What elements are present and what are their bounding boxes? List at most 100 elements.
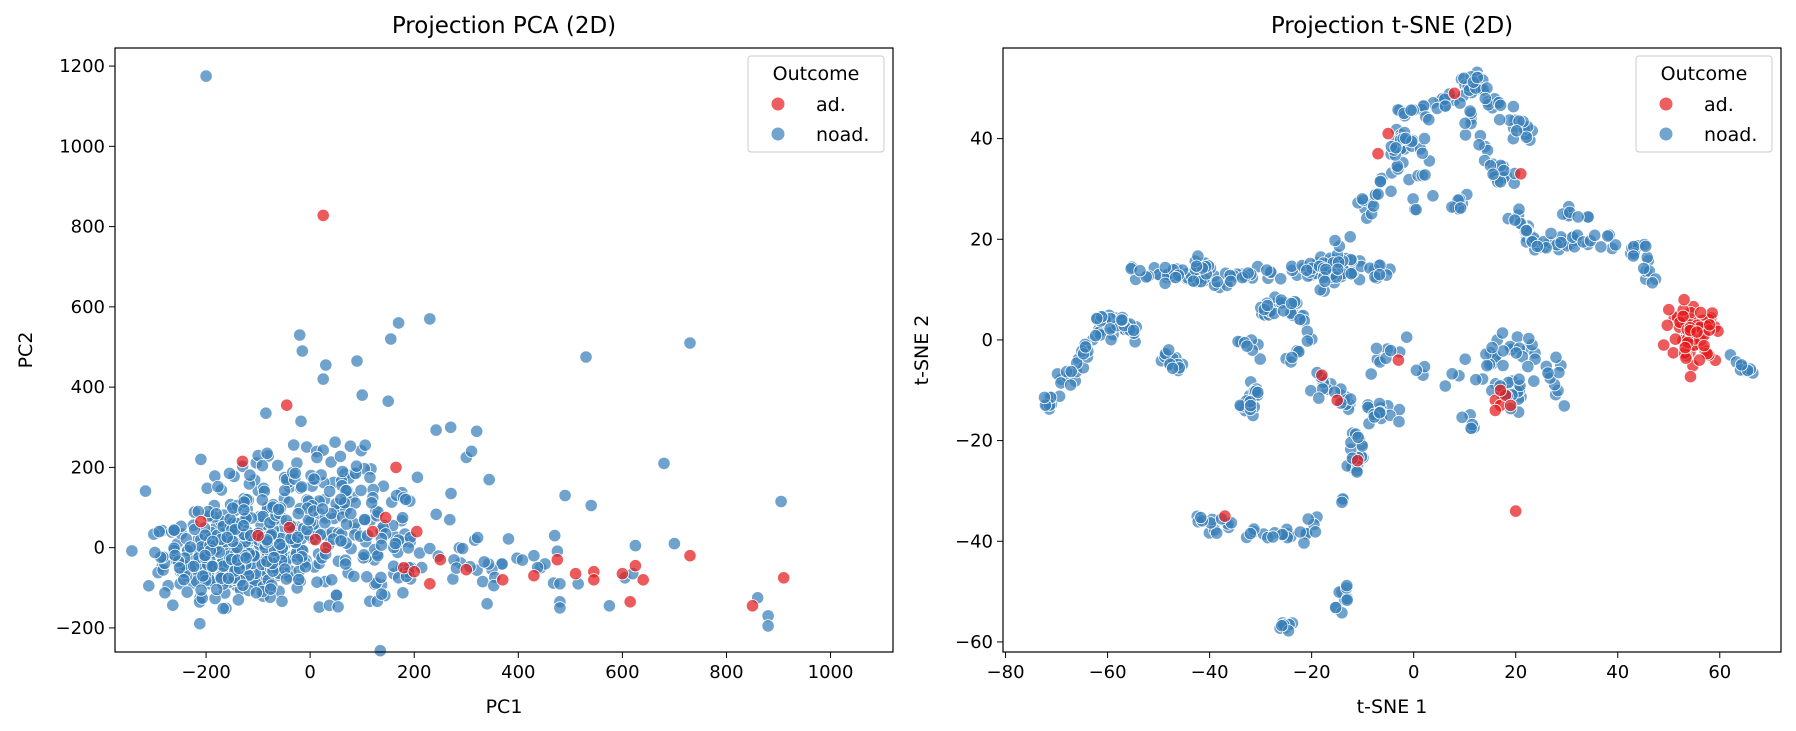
point-noad <box>1522 331 1536 346</box>
point-noad <box>272 502 286 516</box>
point-noad <box>288 466 302 480</box>
point-noad <box>1496 344 1510 358</box>
point-noad <box>1455 410 1469 424</box>
y-tick-label: 600 <box>71 297 105 318</box>
point-noad <box>446 572 460 586</box>
point-ad <box>1683 370 1698 384</box>
point-noad <box>1458 128 1473 142</box>
point-noad <box>1169 270 1183 285</box>
point-ad <box>1504 398 1518 412</box>
point-ad <box>1509 504 1523 518</box>
point-noad <box>1640 250 1654 264</box>
point-ad <box>615 567 630 581</box>
point-noad <box>343 439 357 453</box>
x-tick-label: 0 <box>304 662 315 683</box>
y-tick-label: −40 <box>955 531 993 552</box>
point-noad <box>1285 350 1299 364</box>
point-noad <box>1530 239 1544 253</box>
point-ad <box>1692 353 1707 367</box>
point-noad <box>1284 296 1299 311</box>
point-noad <box>1554 235 1568 250</box>
point-noad <box>295 344 309 358</box>
y-tick-label: 200 <box>71 457 105 478</box>
point-noad <box>1645 276 1659 290</box>
point-noad <box>444 486 458 501</box>
point-noad <box>1275 619 1289 633</box>
point-noad <box>236 519 251 533</box>
tsne-y-label: t-SNE 2 <box>911 315 933 386</box>
point-noad <box>553 601 567 615</box>
point-ad <box>550 553 564 567</box>
point-noad <box>1301 512 1315 526</box>
point-noad <box>548 528 562 543</box>
point-noad <box>142 579 156 593</box>
point-noad <box>125 544 139 558</box>
x-tick-label: 400 <box>501 662 535 683</box>
pca-y-ticks: −200 0 200 400 600 800 1000 1200 <box>56 56 115 639</box>
point-noad <box>1190 259 1204 273</box>
point-noad <box>260 446 274 460</box>
point-noad <box>1328 233 1342 248</box>
point-ad <box>235 454 250 468</box>
point-noad <box>1115 313 1129 327</box>
point-noad <box>206 534 220 548</box>
point-noad <box>168 548 182 562</box>
point-noad <box>1485 340 1499 355</box>
pca-panel: Projection PCA (2D) −200 0 200 400 600 800 100… <box>15 13 894 718</box>
point-noad <box>374 570 388 585</box>
point-noad <box>1512 372 1526 386</box>
point-noad <box>1318 274 1332 288</box>
point-ad <box>1493 383 1508 397</box>
x-tick-label: 60 <box>1708 662 1731 683</box>
point-noad <box>443 513 457 527</box>
point-noad <box>761 619 775 633</box>
point-noad <box>275 594 289 608</box>
point-ad <box>1447 86 1462 100</box>
point-noad <box>354 483 368 497</box>
point-noad <box>1064 364 1078 379</box>
point-ad <box>1488 403 1502 417</box>
point-noad <box>1300 263 1314 277</box>
point-noad <box>1319 262 1333 276</box>
point-noad <box>148 545 162 560</box>
point-noad <box>328 435 342 449</box>
point-noad <box>255 458 269 473</box>
point-ad <box>1660 318 1674 332</box>
point-noad <box>1369 341 1384 355</box>
point-ad <box>251 528 265 543</box>
point-noad <box>410 470 424 484</box>
point-ad <box>1694 305 1708 320</box>
point-noad <box>1496 358 1510 373</box>
point-noad <box>173 561 187 575</box>
point-noad <box>325 573 339 587</box>
point-noad <box>1417 132 1432 146</box>
point-noad <box>1297 536 1311 550</box>
y-tick-label: 1200 <box>59 56 105 77</box>
point-noad <box>1240 339 1254 353</box>
tsne-y-ticks: −60 −40 −20 0 20 40 <box>955 129 1003 653</box>
x-tick-label: −80 <box>987 662 1025 683</box>
tsne-legend-marker-noad <box>1659 127 1673 141</box>
point-noad <box>350 354 364 368</box>
point-ad <box>459 563 473 577</box>
point-noad <box>1158 276 1172 290</box>
point-noad <box>194 452 208 466</box>
point-noad <box>1158 260 1172 275</box>
point-noad <box>1438 379 1452 393</box>
pca-axes-frame <box>114 47 894 653</box>
point-noad <box>307 472 321 486</box>
x-tick-label: 40 <box>1606 662 1629 683</box>
point-noad <box>1210 526 1224 540</box>
point-noad <box>315 502 330 516</box>
point-noad <box>1399 131 1413 145</box>
point-noad <box>294 414 308 428</box>
point-noad <box>196 569 210 583</box>
point-noad <box>1626 249 1640 263</box>
point-noad <box>334 492 348 506</box>
tsne-points <box>1037 65 1760 638</box>
point-noad <box>1253 352 1267 366</box>
point-noad <box>657 456 671 470</box>
point-ad <box>280 398 294 412</box>
point-noad <box>476 574 490 589</box>
point-noad <box>470 530 485 545</box>
